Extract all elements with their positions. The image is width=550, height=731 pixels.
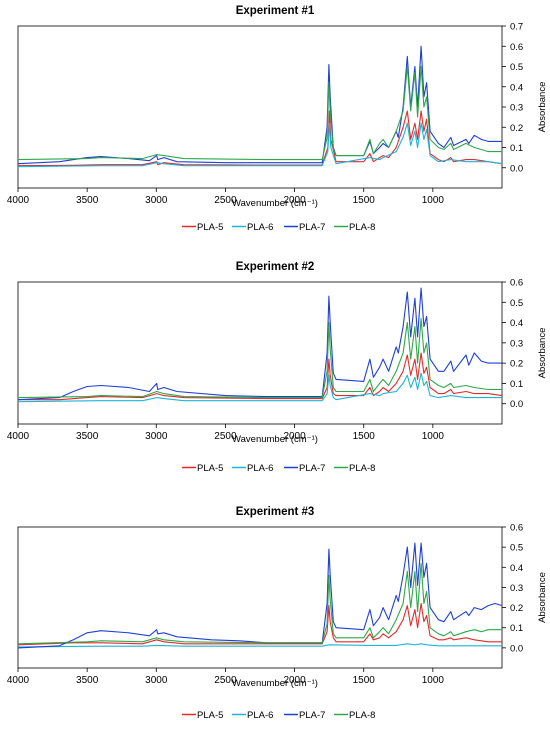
chart-title: Experiment #1 — [236, 5, 315, 17]
series-line-pla-7 — [17, 45, 502, 165]
y-tick-label: 0.5 — [510, 543, 523, 554]
chart-panel-3: Experiment #3 4000 3500 3000 2500 2000 1500 100… — [7, 506, 548, 721]
y-tick-label: 0.1 — [510, 143, 523, 154]
x-tick-label: 3500 — [76, 675, 99, 686]
x-tick-label: 2500 — [214, 431, 237, 442]
y-tick-label: 0.6 — [510, 42, 523, 53]
legend-label: PLA-5 — [197, 710, 223, 721]
x-tick-label: 1500 — [353, 195, 376, 206]
series-line-pla-7 — [17, 287, 502, 401]
legend-label: PLA-8 — [349, 710, 375, 721]
chart-panel-2: Experiment #2 4000 3500 3000 2500 2000 1500 100… — [7, 261, 548, 474]
plot-frame — [17, 281, 503, 425]
x-tick-label: 1000 — [422, 195, 445, 206]
x-tick-label: 3000 — [145, 675, 168, 686]
y-tick-label: 0.3 — [510, 103, 523, 114]
plot-frame — [17, 25, 503, 189]
y-tick-label: 0.2 — [510, 359, 523, 370]
y-tick-label: 0.4 — [510, 82, 523, 93]
x-tick-label: 2000 — [283, 675, 306, 686]
legend-label: PLA-8 — [349, 222, 375, 233]
x-tick-label: 3000 — [145, 195, 168, 206]
series-line-pla-7 — [17, 542, 503, 649]
legend-label: PLA-5 — [197, 463, 223, 474]
x-tick-label: 4000 — [7, 675, 30, 686]
x-tick-label: 3000 — [145, 431, 168, 442]
y-tick-label: 0.3 — [510, 583, 523, 594]
legend-label: PLA-6 — [247, 463, 273, 474]
legend-label: PLA-8 — [349, 463, 375, 474]
y-tick-label: 0.7 — [510, 22, 523, 33]
y-tick-label: 0.2 — [510, 123, 523, 134]
legend-label: PLA-5 — [197, 222, 223, 233]
plot-frame — [17, 526, 503, 669]
x-tick-label: 4000 — [7, 195, 30, 206]
legend-label: PLA-6 — [247, 222, 273, 233]
y-tick-label: 0.1 — [510, 623, 523, 634]
chart-title: Experiment #3 — [236, 506, 315, 518]
legend-label: PLA-7 — [299, 710, 325, 721]
x-tick-label: 2000 — [283, 195, 306, 206]
y-tick-label: 0.4 — [510, 318, 523, 329]
x-axis-label: Wavenumber (cm⁻¹) — [232, 678, 318, 689]
y-tick-label: 0.2 — [510, 603, 523, 614]
series-line-pla-8 — [17, 562, 502, 645]
series-line-pla-5 — [17, 602, 502, 646]
legend-label: PLA-6 — [247, 710, 273, 721]
y-tick-label: 0.5 — [510, 62, 523, 73]
x-tick-label: 2500 — [214, 195, 237, 206]
y-tick-label: 0.6 — [510, 278, 523, 289]
x-tick-label: 1000 — [422, 675, 445, 686]
series-line-pla-5 — [18, 352, 503, 401]
series-line-pla-8 — [17, 317, 502, 399]
y-axis-label: Absorbance — [537, 82, 548, 133]
x-tick-label: 3500 — [76, 195, 99, 206]
series-line-pla-6 — [17, 372, 502, 403]
x-tick-label: 1500 — [353, 675, 376, 686]
y-tick-label: 0.0 — [510, 399, 523, 410]
y-axis-label: Absorbance — [537, 572, 548, 623]
series-line-pla-6 — [17, 122, 503, 168]
x-axis-label: Wavenumber (cm⁻¹) — [232, 434, 318, 445]
x-tick-label: 1000 — [422, 431, 445, 442]
legend-label: PLA-7 — [299, 463, 325, 474]
legend-label: PLA-7 — [299, 222, 325, 233]
x-axis-label: Wavenumber (cm⁻¹) — [232, 198, 318, 209]
y-axis-label: Absorbance — [537, 328, 548, 379]
series-line-pla-8 — [17, 65, 502, 161]
y-tick-label: 0.5 — [510, 298, 523, 309]
y-tick-label: 0.3 — [510, 338, 523, 349]
y-tick-label: 0.4 — [510, 563, 523, 574]
chart-title: Experiment #2 — [236, 261, 315, 273]
y-tick-label: 0.0 — [510, 163, 523, 174]
y-tick-label: 0.6 — [510, 523, 523, 534]
x-tick-label: 4000 — [7, 431, 30, 442]
y-tick-label: 0.1 — [510, 379, 523, 390]
x-tick-label: 3500 — [76, 431, 99, 442]
y-tick-label: 0.0 — [510, 643, 523, 654]
x-tick-label: 1500 — [353, 431, 376, 442]
x-tick-label: 2000 — [283, 431, 306, 442]
x-tick-label: 2500 — [214, 675, 237, 686]
chart-panel-1: Experiment #1 4000 3500 3000 2500 2000 1500 100… — [7, 5, 548, 233]
series-line-pla-6 — [17, 643, 502, 648]
